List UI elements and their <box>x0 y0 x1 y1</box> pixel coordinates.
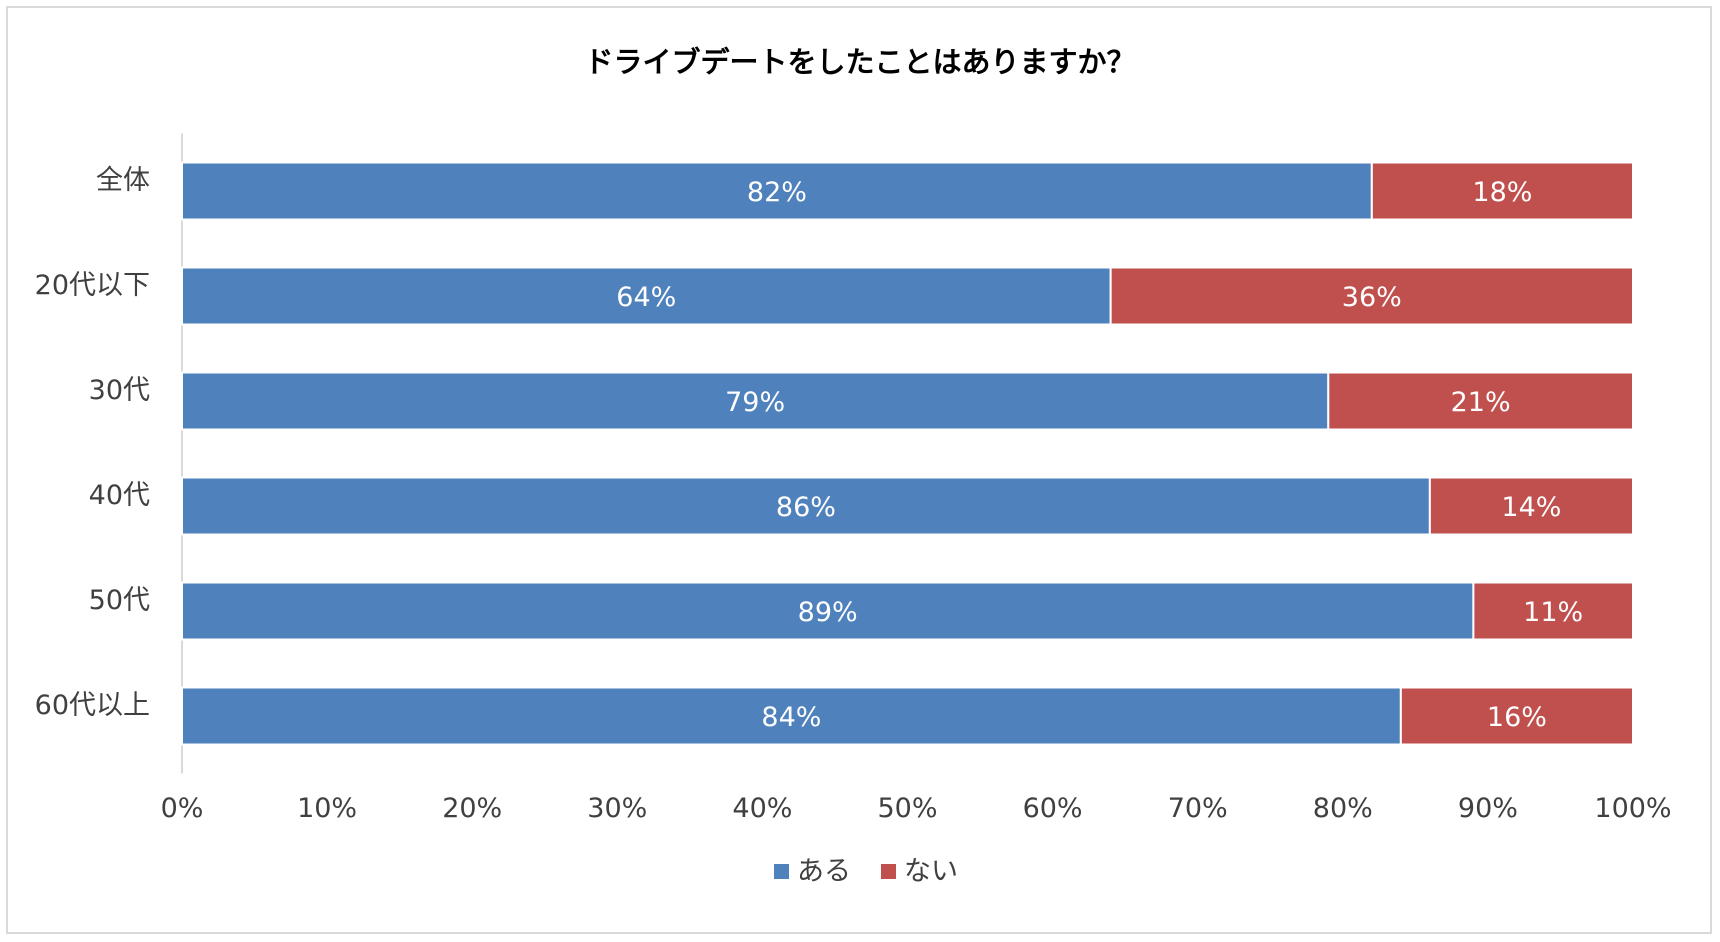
bar-segment-no <box>1399 686 1634 746</box>
x-tick-label: 90% <box>1458 793 1518 824</box>
data-label: 86% <box>776 492 836 523</box>
bar-segment-no <box>1327 371 1635 431</box>
x-tick-label: 50% <box>877 793 937 824</box>
data-label: 89% <box>798 597 858 628</box>
legend: ある ない <box>774 856 958 887</box>
x-tick-label: 60% <box>1023 793 1083 824</box>
category-label: 60代以上 <box>35 690 150 721</box>
category-label: 50代 <box>89 585 150 616</box>
category-label: 全体 <box>96 165 150 196</box>
chart-frame <box>6 6 1712 934</box>
legend-swatch <box>881 864 896 879</box>
chart-title: ドライブデートをしたことはありますか？ <box>584 45 1135 79</box>
bar-segment-yes <box>181 161 1373 221</box>
data-label: 84% <box>761 702 821 733</box>
data-label: 14% <box>1501 492 1561 523</box>
category-label: 40代 <box>89 480 150 511</box>
bars-layer: 82% 18% 64% 36% 79% 21% 86% 14% 89% 11% 84% 16% <box>181 133 1635 774</box>
x-tick-label: 100% <box>1594 793 1671 824</box>
category-labels: 全体 20代以下 30代 40代 50代 60代以上 <box>35 165 150 721</box>
data-label: 64% <box>616 282 676 313</box>
category-label: 20代以下 <box>35 270 150 301</box>
x-tick-label: 30% <box>587 793 647 824</box>
bar-segment-no <box>1370 161 1634 221</box>
x-axis-ticks: 0% 10% 20% 30% 40% 50% 60% 70% 80% 90% 100% <box>161 793 1672 824</box>
data-label: 36% <box>1342 282 1402 313</box>
x-tick-label: 70% <box>1168 793 1228 824</box>
x-tick-label: 20% <box>442 793 502 824</box>
data-label: 11% <box>1523 597 1583 628</box>
bar-segment-no <box>1109 266 1634 326</box>
data-label: 18% <box>1472 177 1532 208</box>
x-tick-label: 80% <box>1313 793 1373 824</box>
x-tick-label: 0% <box>161 793 204 824</box>
legend-label: ある <box>797 856 851 887</box>
data-label: 21% <box>1451 387 1511 418</box>
x-tick-label: 10% <box>297 793 357 824</box>
bar-segment-no <box>1472 581 1635 641</box>
bar-segment-yes <box>181 581 1475 641</box>
legend-label: ない <box>904 856 958 887</box>
data-label: 79% <box>725 387 785 418</box>
x-tick-label: 40% <box>732 793 792 824</box>
legend-swatch <box>774 864 789 879</box>
data-label: 16% <box>1487 702 1547 733</box>
category-label: 30代 <box>89 375 150 406</box>
data-label: 82% <box>747 177 807 208</box>
bar-segment-no <box>1428 476 1634 536</box>
bar-segment-yes <box>181 371 1330 431</box>
